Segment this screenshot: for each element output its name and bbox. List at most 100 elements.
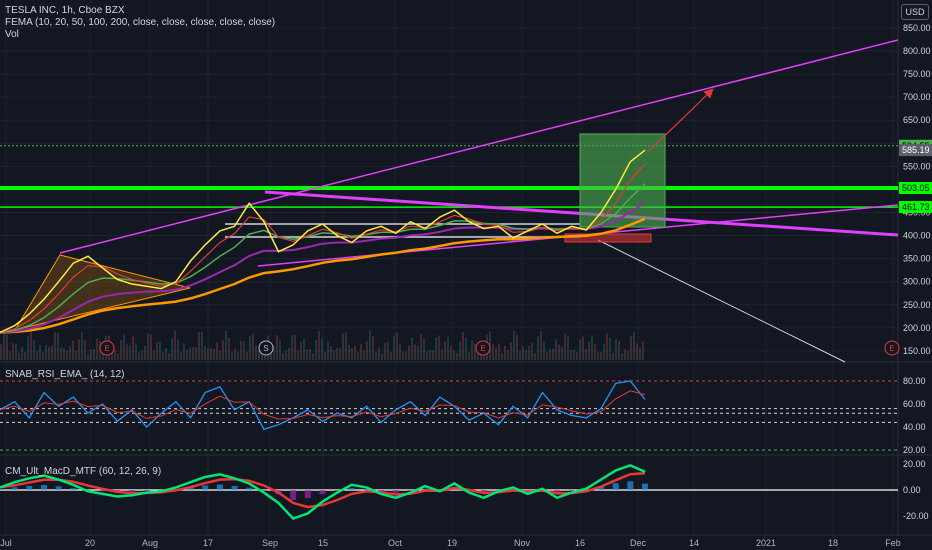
volume-bar: [153, 350, 155, 360]
price-tick-label: 650.00: [903, 115, 931, 125]
volume-bar: [225, 330, 227, 360]
volume-bar: [459, 341, 461, 360]
volume-bar: [72, 340, 74, 360]
volume-bar: [315, 339, 317, 360]
macd-histogram-bar: [568, 490, 575, 491]
volume-bar: [441, 349, 443, 360]
volume-bar: [141, 350, 143, 360]
time-tick-label: 17: [203, 538, 213, 548]
volume-bar: [417, 346, 419, 360]
volume-bar: [579, 339, 581, 360]
volume-bar: [540, 331, 542, 360]
volume-bar: [573, 349, 575, 360]
volume-bar: [414, 344, 416, 360]
volume-bar: [447, 336, 449, 360]
volume-bar: [222, 340, 224, 360]
volume-bar: [594, 344, 596, 360]
volume-bar: [0, 344, 2, 360]
macd-histogram-bar: [202, 485, 209, 490]
volume-bar: [234, 348, 236, 360]
time-tick-label: Dec: [630, 538, 647, 548]
volume-bar: [408, 345, 410, 360]
volume-bar: [321, 338, 323, 360]
symbol-title[interactable]: TESLA INC, 1h, Cboe BZX: [5, 5, 125, 16]
event-marker: [99, 340, 115, 356]
volume-bar: [345, 331, 347, 360]
volume-bar: [210, 348, 212, 360]
volume-bar: [258, 350, 260, 360]
volume-bar: [369, 330, 371, 360]
macd-legend[interactable]: CM_Ult_MacD_MTF (60, 12, 26, 9): [5, 466, 161, 478]
volume-bar: [336, 347, 338, 360]
volume-bar: [477, 352, 479, 360]
fema-legend[interactable]: FEMA (10, 20, 50, 100, 200, close, close…: [5, 17, 276, 28]
time-tick-label: 15: [318, 538, 328, 548]
macd-histogram-bar: [334, 490, 341, 491]
volume-bar: [255, 345, 257, 360]
event-marker: [884, 340, 900, 356]
volume-bar: [303, 338, 305, 360]
volume-bar: [177, 339, 179, 360]
macd-histogram-bar: [392, 490, 399, 493]
volume-bar: [444, 341, 446, 360]
price-tick-label: 200.00: [903, 323, 931, 333]
time-tick-label: Jul: [0, 538, 12, 548]
volume-bar: [18, 352, 20, 360]
price-tick-label: 700.00: [903, 92, 931, 102]
volume-bar: [525, 350, 527, 360]
volume-bar: [216, 342, 218, 360]
volume-bar: [291, 335, 293, 360]
volume-bar: [465, 338, 467, 360]
volume-bar: [240, 340, 242, 360]
volume-bar: [354, 345, 356, 360]
volume-bar: [510, 342, 512, 360]
ema-200-line: [0, 217, 646, 334]
volume-bar: [45, 345, 47, 360]
price-label-bg: [899, 182, 932, 194]
volume-bar: [12, 342, 14, 360]
volume-bar: [120, 340, 122, 360]
volume-bar: [609, 338, 611, 360]
triangle-pattern: [13, 254, 191, 331]
volume-bar: [597, 351, 599, 360]
volume-bar: [621, 352, 623, 360]
volume-bar: [570, 349, 572, 360]
volume-bar: [405, 351, 407, 360]
volume-bar: [468, 352, 470, 360]
price-tick-label: 750.00: [903, 69, 931, 79]
volume-bar: [285, 350, 287, 360]
volume-bar: [168, 353, 170, 360]
volume-bar: [207, 348, 209, 360]
time-tick-label: Oct: [388, 538, 403, 548]
volume-bar: [201, 332, 203, 360]
volume-bar: [327, 341, 329, 360]
event-marker: [475, 340, 491, 356]
time-tick-label: Feb: [885, 538, 901, 548]
volume-bar: [273, 345, 275, 360]
target-arrow: [647, 88, 714, 153]
price-label-bg: [899, 201, 932, 214]
volume-bar: [582, 336, 584, 360]
volume-bar: [186, 349, 188, 360]
volume-legend[interactable]: Vol: [5, 29, 19, 40]
macd-histogram-bar: [99, 490, 106, 492]
volume-bar: [180, 351, 182, 360]
price-tick-label: 850.00: [903, 23, 931, 33]
volume-bar: [543, 341, 545, 360]
rsi-pane: [0, 380, 898, 451]
volume-bar: [462, 332, 464, 360]
macd-histogram-bar: [55, 486, 62, 490]
volume-bar: [618, 341, 620, 360]
event-marker-label: E: [889, 344, 894, 353]
volume-bar: [357, 352, 359, 360]
volume-bar: [102, 351, 104, 360]
volume-bar: [627, 350, 629, 360]
volume-bars: [0, 330, 644, 360]
volume-bar: [378, 347, 380, 360]
volume-bar: [585, 349, 587, 360]
volume-bar: [600, 351, 602, 360]
rsi-legend[interactable]: SNAB_RSI_EMA_ (14, 12): [5, 369, 125, 381]
volume-bar: [435, 337, 437, 360]
currency-button[interactable]: USD: [901, 4, 929, 20]
